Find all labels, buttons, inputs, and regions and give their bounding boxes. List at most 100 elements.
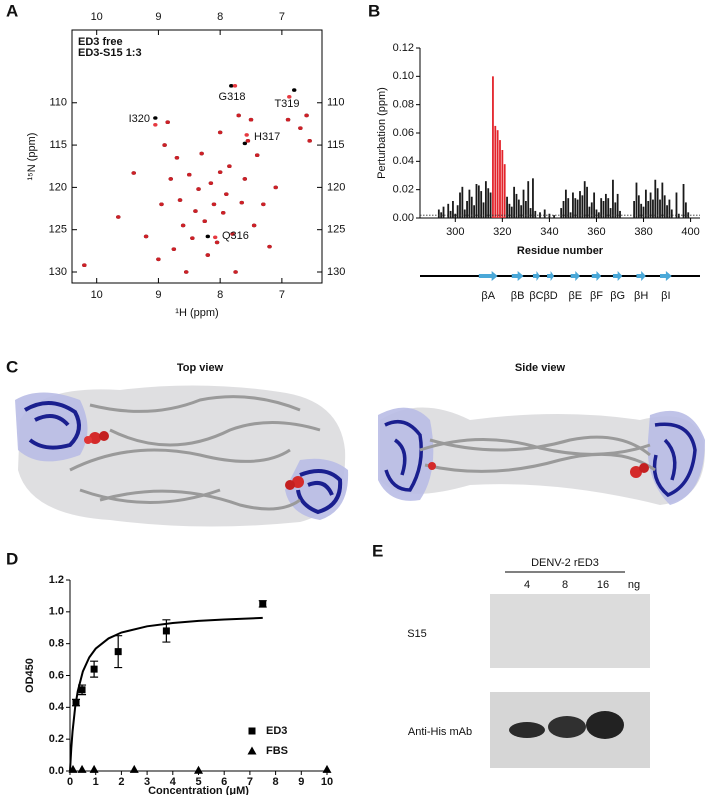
bar <box>670 209 673 218</box>
bar <box>637 195 640 218</box>
blot-header: DENV-2 rED3 <box>531 557 599 569</box>
strand-label: βF <box>590 290 603 302</box>
bar <box>501 150 504 218</box>
peak <box>131 171 136 175</box>
x-axis-label: Residue number <box>517 245 604 257</box>
legend-marker <box>248 727 256 735</box>
peak <box>236 113 241 118</box>
peak <box>292 88 297 92</box>
y-tick-label: 0.2 <box>49 733 64 745</box>
bar <box>583 181 586 218</box>
bar <box>463 209 466 218</box>
y-tick-label: 130 <box>49 266 67 278</box>
peak <box>159 202 164 207</box>
x-tick-label: 7 <box>279 289 285 301</box>
y-tick-label: 0.4 <box>49 701 65 713</box>
x-tick-label: 9 <box>155 11 161 23</box>
bar <box>640 203 643 218</box>
bar <box>644 189 647 218</box>
bar <box>642 206 645 218</box>
peak <box>267 244 272 249</box>
bar <box>529 208 532 218</box>
peak-annotation: Q316 <box>222 230 249 242</box>
peak <box>232 84 238 88</box>
peak <box>251 223 257 228</box>
bar <box>663 195 666 218</box>
peak <box>244 133 249 137</box>
band <box>509 722 545 738</box>
bar <box>447 203 450 218</box>
panel-label: A <box>6 1 18 20</box>
bar <box>581 195 584 218</box>
y-tick-label: 120 <box>327 181 345 193</box>
bar <box>517 199 520 218</box>
bar <box>515 193 518 218</box>
bar <box>604 193 607 218</box>
bar <box>520 205 523 218</box>
bar <box>649 192 652 218</box>
y-tick-label: 0.10 <box>393 70 414 82</box>
x-tick-label: 9 <box>155 289 161 301</box>
peak <box>143 234 149 239</box>
y-tick-label: 110 <box>327 97 345 109</box>
x-tick-label: 9 <box>298 776 304 788</box>
strand-label: βA <box>481 290 495 302</box>
y-axis-label: OD450 <box>24 658 36 693</box>
x-axis-label: Concentration (μM) <box>148 785 249 795</box>
peak <box>177 198 183 202</box>
peak <box>245 139 251 143</box>
bar <box>593 192 596 218</box>
bar <box>567 198 570 218</box>
bar <box>647 201 650 218</box>
bar <box>675 192 678 218</box>
bar <box>437 209 440 218</box>
y-tick-label: 130 <box>327 266 345 278</box>
y-tick-label: 115 <box>49 139 67 151</box>
peak <box>168 177 173 181</box>
peak <box>224 192 229 196</box>
bar <box>619 210 621 218</box>
band <box>586 711 624 739</box>
bar <box>532 178 534 218</box>
peak <box>174 155 180 160</box>
peak <box>242 177 248 181</box>
peak <box>307 139 312 143</box>
bar <box>506 196 508 218</box>
y-axis-label: ¹⁵N (ppm) <box>26 133 38 181</box>
bar <box>612 179 614 218</box>
y-tick-label: 110 <box>49 97 67 109</box>
peak <box>165 120 170 125</box>
peak <box>82 263 87 268</box>
peak <box>213 235 218 240</box>
peak <box>211 202 217 207</box>
bar <box>633 201 636 218</box>
panel-label: C <box>6 357 18 376</box>
strand-label: βE <box>568 290 582 302</box>
bar <box>527 181 530 218</box>
beta-strand <box>547 271 555 281</box>
lane-unit: ng <box>628 579 640 591</box>
peak <box>233 270 238 274</box>
data-point <box>78 686 86 694</box>
peak <box>116 215 121 219</box>
bar <box>487 188 490 218</box>
bar <box>470 196 473 218</box>
bar <box>654 179 657 218</box>
peak <box>202 219 207 224</box>
x-tick-label: 8 <box>217 11 223 23</box>
bar <box>684 202 687 218</box>
bar <box>548 213 551 218</box>
x-tick-label: 5 <box>195 776 201 788</box>
peak <box>156 257 161 262</box>
bar <box>543 209 546 218</box>
fit-curve <box>69 616 263 772</box>
lane-label: 4 <box>524 579 530 591</box>
x-tick-label: 6 <box>221 776 227 788</box>
y-tick-label: 1.2 <box>49 574 64 586</box>
structure-side-view <box>378 407 705 505</box>
bar <box>666 205 668 218</box>
x-tick-label: 10 <box>321 776 333 788</box>
y-tick-label: 125 <box>49 224 67 236</box>
lane-label: 8 <box>562 579 568 591</box>
bar <box>508 203 511 218</box>
